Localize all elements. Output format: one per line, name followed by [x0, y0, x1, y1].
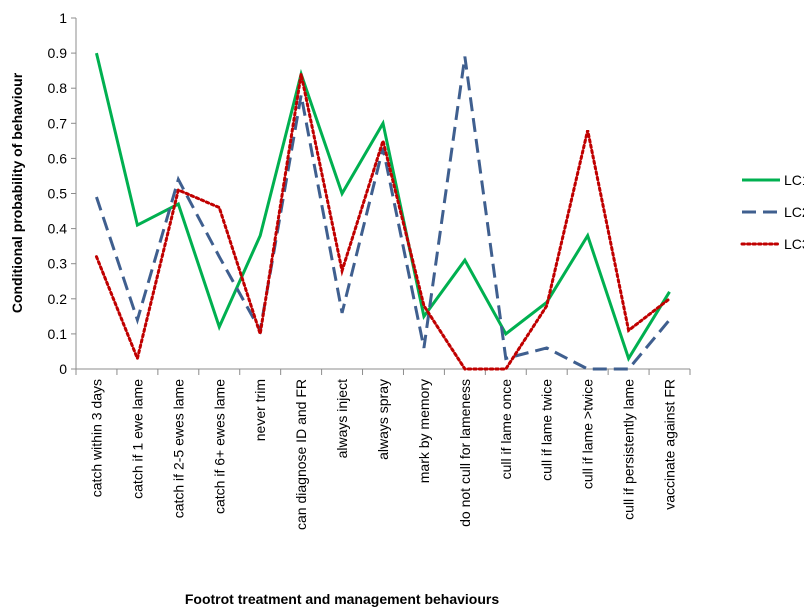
x-tick-label: can diagnose ID and FR — [293, 379, 309, 530]
x-tick-label: cull if lame once — [498, 379, 514, 480]
y-tick-label: 0.6 — [48, 150, 68, 166]
legend: LC1 LC2 LC3 — [740, 172, 804, 252]
y-tick-label: 0.9 — [48, 45, 68, 61]
y-tick-label: 0.8 — [48, 80, 68, 96]
legend-label-lc2: LC2 — [784, 204, 804, 220]
series-line-lc1 — [95, 52, 671, 362]
x-tick-label: do not cull for lameness — [457, 379, 473, 527]
y-tick-label: 0.1 — [48, 326, 68, 342]
y-axis-title: Conditional probability of behaviour — [9, 72, 25, 313]
x-tick-label: catch if 1 ewe lame — [129, 379, 145, 499]
series-lines — [94, 52, 672, 371]
x-axis-title: Footrot treatment and management behavio… — [185, 591, 499, 607]
x-tick-label: catch if 6+ ewes lame — [211, 379, 227, 514]
x-tick-label: catch if 2-5 ewes lame — [170, 379, 186, 518]
y-tick-label: 0 — [59, 361, 67, 377]
y-tick-label: 0.3 — [48, 256, 68, 272]
series-line-lc3 — [94, 73, 672, 371]
x-tick-label: always spray — [375, 379, 391, 460]
y-tick-label: 1 — [59, 10, 67, 26]
legend-label-lc3: LC3 — [784, 236, 804, 252]
x-tick-label: cull if lame >twice — [580, 379, 596, 489]
x-tick-label: never trim — [252, 379, 268, 441]
y-tick-label: 0.2 — [48, 291, 68, 307]
x-tick-label: cull if lame twice — [539, 379, 555, 481]
x-tick-label: always inject — [334, 379, 350, 458]
y-axis: 0 0.1 0.2 0.3 0.4 0.5 0.6 0.7 0.8 0.9 1 — [48, 10, 77, 377]
series-line-lc2 — [95, 56, 671, 371]
x-tick-label: vaccinate against FR — [662, 379, 678, 510]
x-tick-label: cull if persistently lame — [621, 379, 637, 520]
legend-label-lc1: LC1 — [784, 172, 804, 188]
x-tick-label: catch within 3 days — [88, 379, 104, 497]
x-tick-label: mark by memory — [416, 379, 432, 483]
x-axis: catch within 3 days catch if 1 ewe lame ca… — [75, 368, 691, 530]
y-tick-label: 0.7 — [48, 115, 68, 131]
y-tick-label: 0.5 — [48, 186, 68, 202]
y-tick-label: 0.4 — [48, 221, 68, 237]
